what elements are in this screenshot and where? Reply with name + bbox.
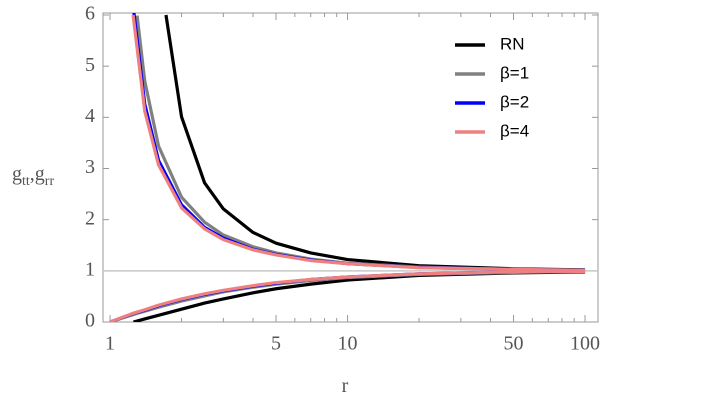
y-label-text: ,g xyxy=(30,163,45,185)
x-tick-label: 1 xyxy=(105,333,115,355)
series-line xyxy=(109,269,586,322)
series-line xyxy=(131,14,586,272)
legend-label: β=1 xyxy=(500,63,529,82)
series-line xyxy=(135,15,586,272)
y-tick-label: 6 xyxy=(85,3,95,25)
x-tick-label: 10 xyxy=(338,333,358,355)
y-axis-label: gtt,grr xyxy=(12,163,54,189)
y-label-sub: rr xyxy=(45,174,55,189)
y-tick-label: 0 xyxy=(85,310,95,332)
y-tick-label: 1 xyxy=(85,258,95,280)
x-tick-label: 100 xyxy=(570,333,600,355)
y-tick-label: 4 xyxy=(85,105,95,127)
legend-label: RN xyxy=(500,34,525,53)
x-tick-label: 50 xyxy=(504,333,524,355)
y-tick-label: 5 xyxy=(85,54,95,76)
y-tick-label: 2 xyxy=(85,207,95,229)
y-label-sub: tt xyxy=(22,174,30,189)
y-tick-label: 3 xyxy=(85,156,95,178)
plot-frame xyxy=(102,12,599,323)
x-axis-label: r xyxy=(342,375,349,397)
legend-label: β=2 xyxy=(500,92,529,111)
legend-label: β=4 xyxy=(500,121,529,140)
y-label-text: g xyxy=(12,163,22,185)
series-line xyxy=(109,269,586,322)
x-tick-label: 5 xyxy=(271,333,281,355)
